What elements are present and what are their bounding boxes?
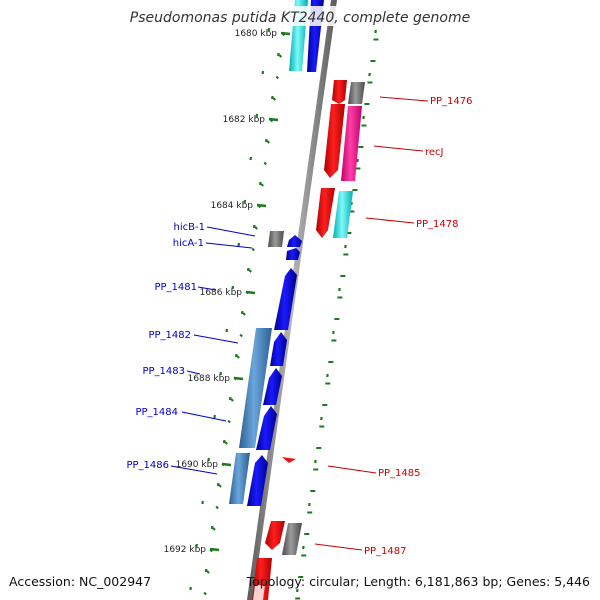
label-pp-1481[interactable]: PP_1481 <box>154 282 197 293</box>
gene-hicb-1-gray[interactable] <box>268 231 284 247</box>
label-pp-1478[interactable]: PP_1478 <box>416 219 459 230</box>
guide-dot-small <box>275 75 279 80</box>
kbp-tick <box>280 31 291 36</box>
guide-dot-small <box>224 441 228 445</box>
guide-dot-small <box>218 484 222 488</box>
label-pp-1485[interactable]: PP_1485 <box>378 468 421 479</box>
kbp-tick <box>268 117 279 122</box>
gene-pp-1483-a[interactable] <box>270 332 287 366</box>
gene-hicb-1-forward[interactable] <box>287 235 302 247</box>
gene-pp-1483-b[interactable] <box>263 368 282 405</box>
guide-dot-small <box>206 570 210 574</box>
label-pp-1486[interactable]: PP_1486 <box>126 460 169 471</box>
genes <box>229 0 365 600</box>
guide-dot-small <box>266 140 270 144</box>
label-leaders <box>170 96 429 551</box>
guide-dot-small <box>254 226 258 230</box>
kbp-label: 1682 kbp <box>223 115 266 125</box>
accession-text: Accession: NC_002947 <box>9 574 151 589</box>
gene-bottom-pink[interactable] <box>253 585 265 600</box>
map-title: Pseudomonas putida KT2440, complete geno… <box>130 10 470 26</box>
genome-summary-text: Topology: circular; Length: 6,181,863 bp… <box>246 574 590 589</box>
kbp-label: 1684 kbp <box>211 201 254 211</box>
label-pp-1484[interactable]: PP_1484 <box>135 407 178 418</box>
guide-dot-small <box>212 527 216 531</box>
guide-dot-small <box>251 247 255 252</box>
guide-dot-small <box>239 333 243 338</box>
strand-guides <box>189 9 382 600</box>
kbp-tick <box>256 203 267 208</box>
gene-pp-1486[interactable] <box>247 455 268 506</box>
guide-dot-small <box>278 54 283 58</box>
kbp-label: 1688 kbp <box>188 374 231 384</box>
gene-pp-1485[interactable] <box>282 457 296 463</box>
gene-pp-1484[interactable] <box>256 406 277 450</box>
gene-hica-1[interactable] <box>286 248 300 260</box>
gene-pp-1487-red[interactable] <box>265 521 285 550</box>
label-pp-1476[interactable]: PP_1476 <box>430 96 473 107</box>
label-recj[interactable]: recJ <box>425 147 444 158</box>
label-hica-1[interactable]: hicA-1 <box>173 238 204 249</box>
kbp-tick <box>221 462 232 467</box>
label-hicb-1[interactable]: hicB-1 <box>174 222 205 233</box>
kbp-label: 1680 kbp <box>235 29 278 39</box>
guide-dot-small <box>248 269 252 273</box>
gene-recj-red[interactable] <box>324 104 345 178</box>
gene-labels-right: PP_1476 recJ PP_1478 PP_1485 PP_1487 <box>364 96 473 557</box>
gene-pp-1481[interactable] <box>274 268 297 330</box>
gene-pp-1478-red[interactable] <box>316 188 335 238</box>
guide-dot-small <box>215 505 219 510</box>
guide-dot-small <box>242 312 246 316</box>
gene-labels-left: hicB-1 hicA-1 PP_1481 PP_1482 PP_1483 PP… <box>126 222 205 471</box>
guide-dot-small <box>230 398 234 402</box>
gene-recj[interactable] <box>341 106 362 181</box>
gene-pp-1476-red[interactable] <box>332 80 347 104</box>
gene-pp-1487[interactable] <box>282 523 302 555</box>
kbp-label: 1690 kbp <box>176 460 219 470</box>
gene-pp-1476-gray[interactable] <box>348 82 365 104</box>
gene-pp-1482[interactable] <box>239 328 272 448</box>
label-pp-1487[interactable]: PP_1487 <box>364 546 407 557</box>
kbp-tick <box>209 547 220 552</box>
kbp-ticks: 1680 kbp 1682 kbp 1684 kbp 1686 kbp 1688 kbp… <box>164 29 291 555</box>
label-pp-1482[interactable]: PP_1482 <box>148 330 191 341</box>
guide-dot-small <box>272 97 276 101</box>
kbp-label: 1692 kbp <box>164 545 207 555</box>
label-pp-1483[interactable]: PP_1483 <box>142 366 185 377</box>
kbp-label: 1686 kbp <box>200 288 243 298</box>
guide-dot-small <box>236 355 240 359</box>
guide-dot-small <box>260 183 264 187</box>
guide-dot-small <box>227 419 231 424</box>
gene-pp-1478[interactable] <box>333 191 353 238</box>
guide-dot-small <box>203 591 207 596</box>
kbp-tick <box>233 376 244 381</box>
gene-pp-1486-outer[interactable] <box>229 453 250 504</box>
guide-dot-small <box>263 161 267 166</box>
kbp-tick <box>245 290 256 295</box>
